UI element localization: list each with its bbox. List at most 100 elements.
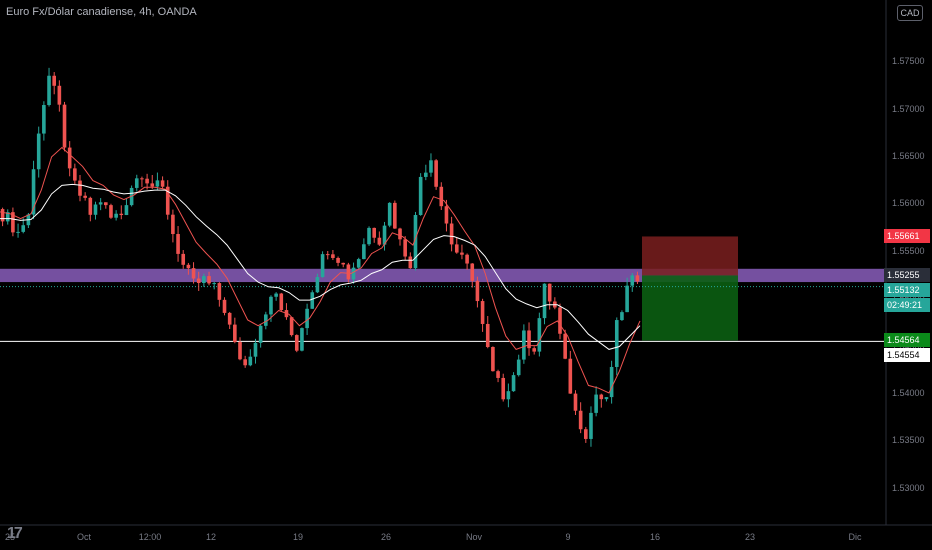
candle-body bbox=[403, 239, 407, 257]
candle-body bbox=[57, 85, 62, 105]
candle-body bbox=[444, 206, 449, 224]
candle-body bbox=[341, 262, 346, 265]
candle-body bbox=[114, 213, 118, 218]
candle-body bbox=[315, 277, 320, 293]
candle-body bbox=[258, 325, 263, 343]
candle-body bbox=[300, 328, 304, 351]
candle-body bbox=[501, 377, 506, 400]
candle-body bbox=[88, 197, 93, 215]
candle-body bbox=[119, 213, 124, 216]
candle-body bbox=[310, 292, 315, 309]
candle-body bbox=[362, 244, 366, 260]
candle-body bbox=[584, 429, 588, 439]
tradingview-logo[interactable]: 17 bbox=[7, 525, 23, 542]
candle-body bbox=[449, 223, 454, 245]
candle-body bbox=[165, 186, 170, 215]
x-tick-label: 12:00 bbox=[138, 532, 162, 542]
candle-body bbox=[418, 176, 423, 216]
candle-body bbox=[563, 333, 567, 359]
candle-body bbox=[377, 237, 382, 245]
candle-body bbox=[248, 356, 253, 366]
candle-body bbox=[382, 225, 387, 245]
candle-body bbox=[93, 204, 98, 215]
candle-body bbox=[614, 320, 619, 367]
candle-body bbox=[568, 358, 573, 394]
candle-body bbox=[52, 75, 56, 86]
candle-body bbox=[558, 307, 562, 334]
candle-body bbox=[31, 169, 36, 215]
chart-title: Euro Fx/Dólar canadiense, 4h, OANDA bbox=[6, 6, 197, 18]
y-tick-label: 1.53500 bbox=[892, 435, 925, 446]
candle-body bbox=[454, 244, 459, 253]
candle-body bbox=[356, 259, 361, 268]
candle-body bbox=[387, 202, 392, 226]
candle-body bbox=[393, 202, 397, 229]
candle-body bbox=[522, 330, 526, 360]
candle-body bbox=[124, 205, 129, 216]
y-tick-label: 1.57000 bbox=[892, 103, 925, 114]
candle-body bbox=[217, 283, 222, 300]
candle-body bbox=[73, 168, 77, 181]
resistance-zone bbox=[0, 268, 886, 283]
candle-body bbox=[408, 256, 413, 269]
candle-body bbox=[480, 301, 485, 324]
stop-price-label: 1.55661 bbox=[884, 229, 930, 244]
candle-body bbox=[109, 205, 113, 218]
candle-body bbox=[516, 359, 521, 376]
candle-body bbox=[439, 186, 444, 207]
x-tick-label: Nov bbox=[465, 532, 483, 542]
candle-body bbox=[506, 391, 511, 400]
candle-body bbox=[511, 375, 516, 392]
currency-badge[interactable]: CAD bbox=[897, 5, 923, 21]
candle-body bbox=[269, 296, 273, 315]
candle-body bbox=[491, 347, 495, 372]
candle-body bbox=[222, 299, 227, 313]
candle-body bbox=[434, 160, 438, 187]
y-tick-label: 1.54000 bbox=[892, 387, 925, 398]
countdown-label: 02:49:21 bbox=[884, 297, 930, 312]
ema-fast-line bbox=[0, 146, 641, 394]
candle-body bbox=[589, 412, 593, 439]
candle-body bbox=[11, 212, 15, 233]
candle-body bbox=[98, 202, 103, 205]
candle-body bbox=[67, 147, 72, 169]
candle-body bbox=[227, 312, 232, 325]
x-tick-label: 19 bbox=[292, 532, 304, 542]
candle-body bbox=[21, 225, 26, 232]
candle-body bbox=[0, 209, 5, 222]
support-price-label: 1.54554 bbox=[884, 348, 930, 363]
target-price-label: 1.54564 bbox=[884, 333, 930, 348]
candle-body bbox=[171, 214, 175, 235]
candle-body bbox=[16, 231, 20, 233]
x-tick-label: 12 bbox=[205, 532, 217, 542]
ema-slow-line bbox=[0, 183, 641, 350]
candle-body bbox=[346, 264, 351, 280]
last-price-label: 1.55132 bbox=[884, 282, 930, 297]
y-tick-label: 1.56000 bbox=[892, 198, 925, 209]
candle-body bbox=[527, 330, 531, 349]
candle-body bbox=[413, 215, 418, 269]
candle-body bbox=[424, 172, 428, 177]
candle-body bbox=[176, 234, 180, 254]
candle-body bbox=[320, 254, 325, 278]
candle-body bbox=[238, 342, 242, 360]
candle-body bbox=[609, 366, 614, 398]
candle-body bbox=[253, 342, 258, 357]
candle-body bbox=[191, 268, 196, 279]
candle-body bbox=[460, 252, 464, 255]
candle-body bbox=[578, 410, 583, 430]
candle-body bbox=[294, 335, 299, 351]
candle-body bbox=[233, 324, 237, 343]
candle-body bbox=[243, 359, 247, 366]
candle-body bbox=[78, 180, 82, 196]
candle-body bbox=[398, 228, 402, 240]
candle-body bbox=[542, 283, 547, 319]
candle-body bbox=[181, 253, 186, 265]
candle-body bbox=[485, 323, 490, 348]
candle-body bbox=[145, 178, 149, 184]
candle-body bbox=[212, 283, 216, 285]
take-profit-zone bbox=[642, 275, 738, 341]
zone-price-label: 1.55255 bbox=[884, 267, 930, 282]
